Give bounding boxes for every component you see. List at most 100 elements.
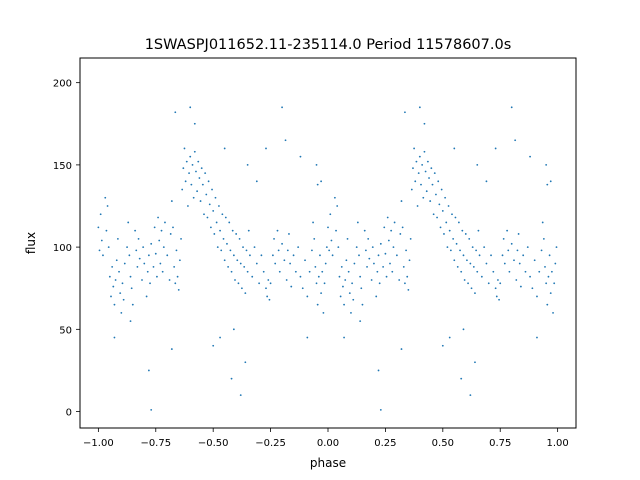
data-point <box>176 275 179 278</box>
data-point <box>289 262 292 265</box>
data-point <box>348 292 351 295</box>
data-point <box>472 265 475 268</box>
data-point <box>231 229 234 232</box>
data-point <box>356 221 359 224</box>
data-point <box>379 242 382 245</box>
data-point <box>308 270 311 273</box>
data-point <box>510 242 513 245</box>
data-point <box>474 361 476 364</box>
data-point <box>100 239 103 242</box>
data-point <box>203 213 205 216</box>
data-point <box>426 160 429 163</box>
data-point <box>311 249 313 252</box>
data-point <box>265 287 267 290</box>
data-point <box>410 188 413 191</box>
data-point <box>154 252 157 255</box>
data-point <box>444 196 447 199</box>
data-point <box>547 275 550 278</box>
data-point <box>416 205 419 207</box>
data-point <box>97 226 100 229</box>
data-point <box>121 282 124 285</box>
data-point <box>213 233 216 235</box>
data-point <box>153 226 156 229</box>
data-point <box>166 254 169 257</box>
data-point <box>425 190 428 193</box>
data-point <box>229 249 232 252</box>
data-point <box>441 210 444 212</box>
data-point <box>178 259 181 262</box>
data-point <box>247 229 250 232</box>
data-point <box>343 336 345 339</box>
data-point <box>222 237 225 240</box>
data-point <box>454 216 457 219</box>
data-point <box>377 369 380 372</box>
data-point <box>494 147 497 150</box>
x-axis-ticks: −1.00 −0.75 −0.50 −0.25 0.00 0.25 0.50 0.75 1.00 <box>83 428 569 449</box>
x-tick-label: −0.25 <box>255 438 286 449</box>
data-point <box>536 295 538 298</box>
x-tick-label: −1.00 <box>83 438 114 449</box>
data-point <box>375 295 378 298</box>
data-point <box>533 259 536 262</box>
data-point <box>546 183 549 186</box>
data-point <box>377 254 380 257</box>
data-point <box>385 275 388 278</box>
y-axis-ticks: 0 50 100 150 200 <box>53 79 80 419</box>
data-point <box>466 259 468 262</box>
data-point <box>321 270 324 273</box>
data-point <box>382 265 385 268</box>
data-point <box>361 303 364 306</box>
data-point <box>158 239 161 242</box>
data-point <box>134 229 137 232</box>
data-point <box>449 249 452 252</box>
data-point <box>180 237 182 240</box>
data-point <box>313 237 316 240</box>
y-tick-label: 100 <box>53 243 72 254</box>
data-point <box>554 262 557 265</box>
data-point <box>549 180 552 183</box>
data-point <box>292 254 295 257</box>
data-point <box>184 180 187 183</box>
data-point <box>352 298 355 301</box>
data-point <box>485 262 488 265</box>
data-point <box>271 254 274 257</box>
data-point <box>376 270 379 273</box>
data-point <box>443 233 445 235</box>
data-point <box>116 237 119 240</box>
data-point <box>333 196 336 199</box>
data-point <box>236 259 239 262</box>
data-point <box>218 205 220 207</box>
data-point <box>476 270 479 273</box>
data-point <box>138 257 141 260</box>
data-point <box>420 183 422 186</box>
data-point <box>501 254 504 257</box>
data-point <box>251 275 254 278</box>
data-point <box>455 242 458 245</box>
data-point <box>175 249 178 252</box>
data-point <box>471 246 474 249</box>
data-point <box>226 242 228 245</box>
data-point <box>269 282 272 285</box>
data-point <box>478 254 481 257</box>
data-point <box>438 203 441 206</box>
data-point <box>342 285 344 288</box>
data-point <box>130 287 133 290</box>
data-point <box>378 282 381 285</box>
y-axis-label: flux <box>24 232 38 254</box>
data-point <box>476 163 479 166</box>
data-point <box>544 265 546 268</box>
data-point <box>120 311 123 314</box>
data-point <box>328 249 331 252</box>
data-point <box>366 265 368 268</box>
data-point <box>152 265 155 268</box>
data-point <box>319 254 321 257</box>
data-point <box>189 106 192 109</box>
data-point <box>193 150 196 153</box>
data-point <box>258 282 261 285</box>
y-tick-label: 0 <box>66 408 72 419</box>
data-point <box>400 348 403 350</box>
data-point <box>145 295 148 298</box>
data-point <box>204 172 207 175</box>
data-point <box>146 270 149 273</box>
data-point <box>350 311 352 314</box>
